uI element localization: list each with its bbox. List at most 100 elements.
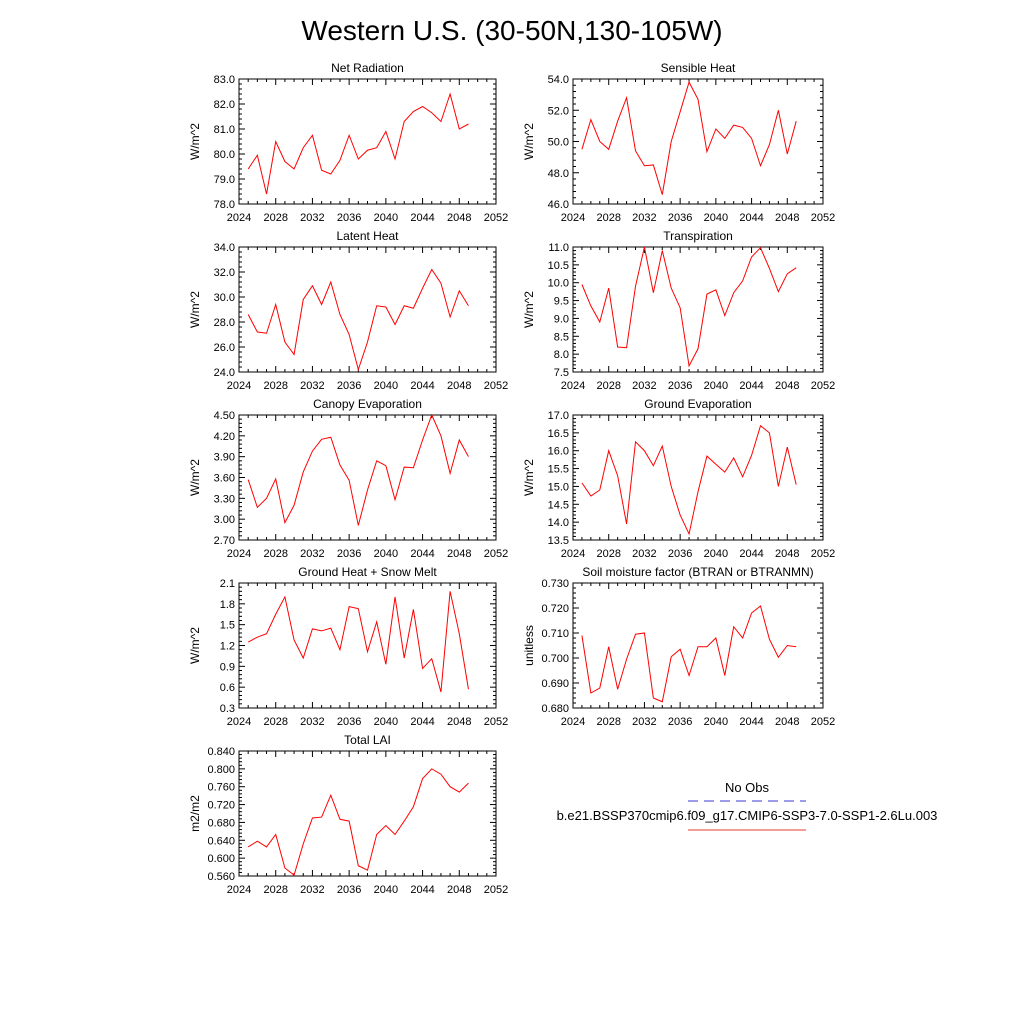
y-tick-label: 0.3 <box>220 703 235 715</box>
y-tick-label: 0.640 <box>207 835 235 847</box>
x-tick-label: 2052 <box>811 212 835 224</box>
series-line <box>581 246 797 368</box>
y-tick-label: 78.0 <box>214 199 235 211</box>
x-tick-label: 2024 <box>227 380 251 392</box>
y-tick-label: 46.0 <box>548 199 569 211</box>
plot-frame <box>238 582 497 709</box>
x-tick-label: 2024 <box>561 212 585 224</box>
x-tick-label: 2028 <box>596 548 620 560</box>
panel-0: Net Radiation 2024 2028 2032 2036 2040 2044 204… <box>188 61 508 224</box>
x-tick-label: 2032 <box>300 380 324 392</box>
y-tick-label: 48.0 <box>548 168 569 180</box>
x-tick-label: 2044 <box>739 380 763 392</box>
y-tick-label: 3.00 <box>214 514 235 526</box>
y-tick-label: 24.0 <box>214 367 235 379</box>
panel-3: Transpiration 2024 2028 2032 2036 2040 2044 204… <box>522 229 835 392</box>
x-tick-label: 2040 <box>374 548 398 560</box>
x-tick-label: 2024 <box>561 548 585 560</box>
y-axis-label: W/m^2 <box>522 459 536 496</box>
x-tick-label: 2036 <box>668 380 692 392</box>
x-tick-label: 2040 <box>374 380 398 392</box>
y-tick-label: 0.710 <box>541 628 569 640</box>
series-line <box>581 424 797 536</box>
x-tick-label: 2048 <box>775 716 799 728</box>
x-tick-label: 2036 <box>337 212 361 224</box>
legend: No Obs b.e21.BSSP370cmip6.f09_g17.CMIP6-… <box>557 780 938 831</box>
y-axis-label: W/m^2 <box>188 123 202 160</box>
y-tick-label: 2.1 <box>220 578 235 590</box>
figure-title: Western U.S. (30-50N,130-105W) <box>301 15 722 46</box>
panel-grid: Net Radiation 2024 2028 2032 2036 2040 2044 204… <box>188 61 835 896</box>
y-tick-label: 0.6 <box>220 682 235 694</box>
x-tick-label: 2028 <box>263 716 287 728</box>
y-tick-label: 0.600 <box>207 853 235 865</box>
series-line <box>581 80 797 195</box>
panel-title: Ground Heat + Snow Melt <box>298 565 437 579</box>
legend-label-no-obs: No Obs <box>725 780 770 795</box>
y-tick-label: 9.5 <box>554 296 569 308</box>
x-tick-label: 2032 <box>300 716 324 728</box>
x-tick-label: 2028 <box>263 548 287 560</box>
x-tick-label: 2052 <box>484 380 508 392</box>
x-tick-label: 2048 <box>447 716 471 728</box>
x-tick-label: 2032 <box>632 548 656 560</box>
x-tick-label: 2040 <box>374 884 398 896</box>
panel-4: Canopy Evaporation 2024 2028 2032 2036 2040 20… <box>188 397 508 560</box>
y-tick-label: 8.0 <box>554 349 569 361</box>
panel-title: Transpiration <box>663 229 733 243</box>
x-tick-label: 2044 <box>739 212 763 224</box>
y-axis-label: W/m^2 <box>188 291 202 328</box>
series-line <box>247 768 469 876</box>
y-tick-label: 0.560 <box>207 871 235 883</box>
panel-title: Ground Evaporation <box>644 397 751 411</box>
x-tick-label: 2044 <box>410 716 434 728</box>
y-tick-label: 0.800 <box>207 764 235 776</box>
x-tick-label: 2024 <box>561 716 585 728</box>
y-tick-label: 8.5 <box>554 331 569 343</box>
x-tick-label: 2040 <box>374 212 398 224</box>
y-tick-label: 80.0 <box>214 149 235 161</box>
y-tick-label: 14.5 <box>548 499 569 511</box>
x-tick-label: 2032 <box>300 884 324 896</box>
y-tick-label: 3.30 <box>214 493 235 505</box>
x-tick-label: 2024 <box>227 884 251 896</box>
x-tick-label: 2028 <box>263 884 287 896</box>
y-tick-label: 1.8 <box>220 599 235 611</box>
panel-6: Ground Heat + Snow Melt 2024 2028 2032 2036 2… <box>188 565 508 728</box>
y-tick-label: 28.0 <box>214 317 235 329</box>
x-tick-label: 2040 <box>704 548 728 560</box>
panel-2: Latent Heat 2024 2028 2032 2036 2040 2044 2048 2… <box>188 229 508 392</box>
x-tick-label: 2032 <box>632 716 656 728</box>
x-tick-label: 2036 <box>668 716 692 728</box>
series-line <box>247 413 469 526</box>
y-tick-label: 0.720 <box>207 800 235 812</box>
plot-frame <box>572 414 824 541</box>
series-line <box>581 605 797 703</box>
y-tick-label: 10.5 <box>548 260 569 272</box>
x-tick-label: 2052 <box>811 716 835 728</box>
x-tick-label: 2048 <box>775 380 799 392</box>
y-tick-label: 13.5 <box>548 535 569 547</box>
x-tick-label: 2052 <box>484 884 508 896</box>
y-tick-label: 15.5 <box>548 464 569 476</box>
y-tick-label: 32.0 <box>214 267 235 279</box>
y-tick-label: 1.2 <box>220 641 235 653</box>
y-tick-label: 0.9 <box>220 661 235 673</box>
x-tick-label: 2044 <box>410 212 434 224</box>
y-tick-label: 11.0 <box>548 242 569 254</box>
panel-1: Sensible Heat 2024 2028 2032 2036 2040 2044 204… <box>522 61 835 224</box>
y-tick-label: 2.70 <box>214 535 235 547</box>
x-tick-label: 2032 <box>632 380 656 392</box>
y-tick-label: 0.760 <box>207 782 235 794</box>
y-tick-label: 0.700 <box>541 653 569 665</box>
x-tick-label: 2040 <box>704 716 728 728</box>
panel-title: Soil moisture factor (BTRAN or BTRANMN) <box>582 565 813 579</box>
x-tick-label: 2044 <box>410 380 434 392</box>
plot-frame <box>572 582 824 709</box>
x-tick-label: 2048 <box>775 548 799 560</box>
legend-label-case: b.e21.BSSP370cmip6.f09_g17.CMIP6-SSP3-7.… <box>557 808 938 823</box>
x-tick-label: 2052 <box>484 716 508 728</box>
y-tick-label: 30.0 <box>214 292 235 304</box>
y-tick-label: 54.0 <box>548 74 569 86</box>
